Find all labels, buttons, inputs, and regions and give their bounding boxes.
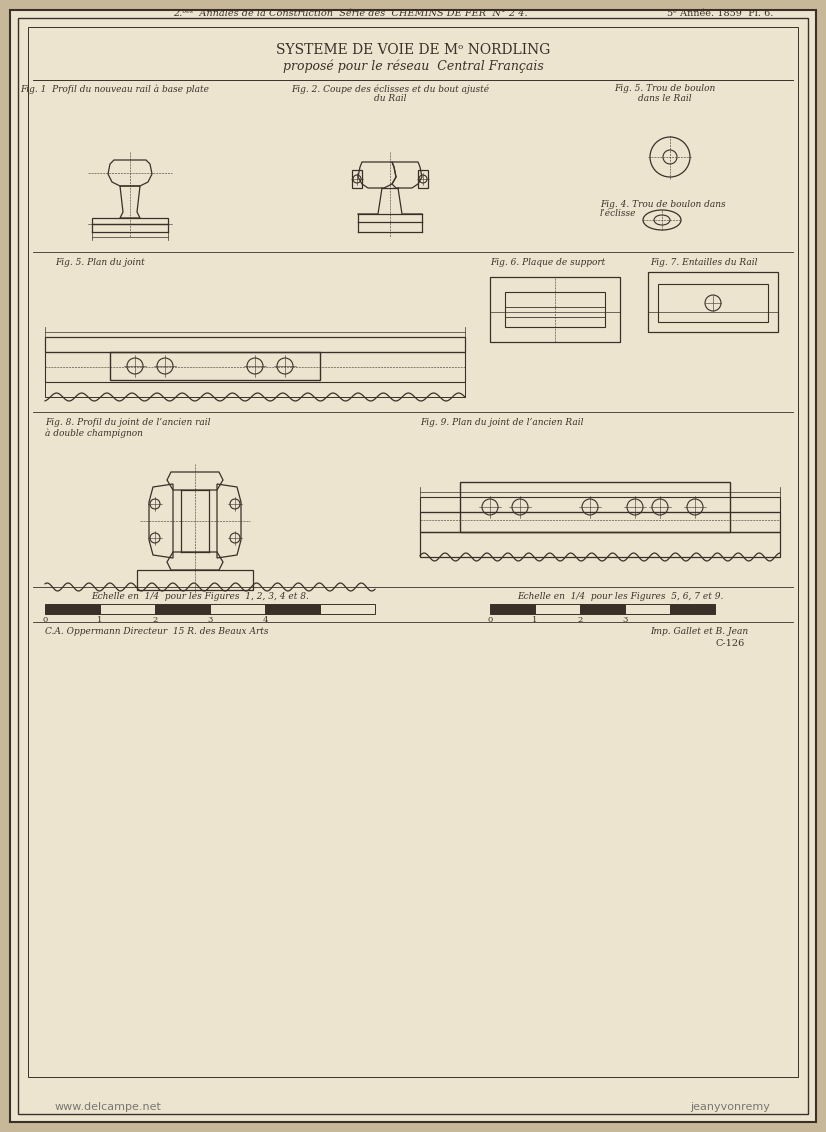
Bar (670, 604, 715, 614)
Text: Fig. 5. Plan du joint: Fig. 5. Plan du joint (55, 258, 145, 267)
Text: 1: 1 (97, 616, 102, 624)
Bar (45, 604, 100, 614)
Bar (100, 604, 155, 614)
Text: Fig. 6. Plaque de support: Fig. 6. Plaque de support (490, 258, 605, 267)
Bar (460, 482, 730, 532)
Text: Fig. 7. Entailles du Rail: Fig. 7. Entailles du Rail (650, 258, 757, 267)
Bar (625, 604, 670, 614)
Text: 5ᵉ Année. 1859  Pl. 6.: 5ᵉ Année. 1859 Pl. 6. (667, 9, 773, 18)
Bar (320, 604, 375, 614)
Bar (490, 604, 535, 614)
Bar (648, 272, 778, 332)
Text: du Rail: du Rail (373, 94, 406, 103)
Text: 2.ᵒᵉˢ  Annales de la Construction  Série des  CHEMINS DE FER  N° 2 4.: 2.ᵒᵉˢ Annales de la Construction Série d… (173, 9, 527, 18)
Text: l’éclisse: l’éclisse (600, 209, 637, 218)
Bar (265, 604, 320, 614)
Bar (535, 604, 580, 614)
Text: C-126: C-126 (715, 640, 744, 649)
Bar (45, 352, 465, 381)
Text: à double champignon: à double champignon (45, 428, 143, 437)
Bar (155, 604, 210, 614)
Bar (420, 512, 780, 532)
Text: jeanyvonremy: jeanyvonremy (691, 1101, 770, 1112)
Text: Fig. 2. Coupe des éclisses et du bout ajusté: Fig. 2. Coupe des éclisses et du bout aj… (291, 84, 489, 94)
Bar (210, 604, 265, 614)
Bar (580, 604, 625, 614)
Text: dans le Rail: dans le Rail (638, 94, 692, 103)
Text: 0: 0 (42, 616, 48, 624)
Text: 2: 2 (577, 616, 582, 624)
Bar (45, 337, 465, 352)
Text: 3: 3 (207, 616, 212, 624)
Text: Fig. 5. Trou de boulon: Fig. 5. Trou de boulon (615, 84, 715, 93)
Text: C.A. Oppermann Directeur  15 R. des Beaux Arts: C.A. Oppermann Directeur 15 R. des Beaux… (45, 627, 268, 636)
Bar (658, 284, 768, 321)
Text: Fig. 4. Trou de boulon dans: Fig. 4. Trou de boulon dans (600, 200, 725, 209)
Bar (505, 292, 605, 327)
Text: 2: 2 (152, 616, 158, 624)
Text: Imp. Gallet et B. Jean: Imp. Gallet et B. Jean (650, 627, 748, 636)
Text: 0: 0 (487, 616, 492, 624)
Bar (490, 277, 620, 342)
Bar (110, 352, 320, 380)
Text: Fig. 1  Profil du nouveau rail à base plate: Fig. 1 Profil du nouveau rail à base pla… (21, 84, 210, 94)
Text: www.delcampe.net: www.delcampe.net (55, 1101, 162, 1112)
Text: 3: 3 (622, 616, 628, 624)
Bar (420, 497, 780, 512)
Text: Fig. 8. Profil du joint de l’ancien rail: Fig. 8. Profil du joint de l’ancien rail (45, 418, 211, 427)
Text: proposé pour le réseau  Central Français: proposé pour le réseau Central Français (282, 59, 544, 72)
Text: SYSTEME DE VOIE DE Mᵒ NORDLING: SYSTEME DE VOIE DE Mᵒ NORDLING (276, 43, 550, 57)
Bar (420, 532, 780, 557)
Bar (505, 307, 605, 317)
Text: Echelle en  1/4  pour les Figures  5, 6, 7 et 9.: Echelle en 1/4 pour les Figures 5, 6, 7 … (517, 592, 724, 601)
Text: 4: 4 (262, 616, 268, 624)
Text: Fig. 9. Plan du joint de l’ancien Rail: Fig. 9. Plan du joint de l’ancien Rail (420, 418, 583, 427)
Bar (45, 381, 465, 397)
Text: 1: 1 (532, 616, 538, 624)
Text: Echelle en  1/4  pour les Figures  1, 2, 3, 4 et 8.: Echelle en 1/4 pour les Figures 1, 2, 3,… (91, 592, 309, 601)
